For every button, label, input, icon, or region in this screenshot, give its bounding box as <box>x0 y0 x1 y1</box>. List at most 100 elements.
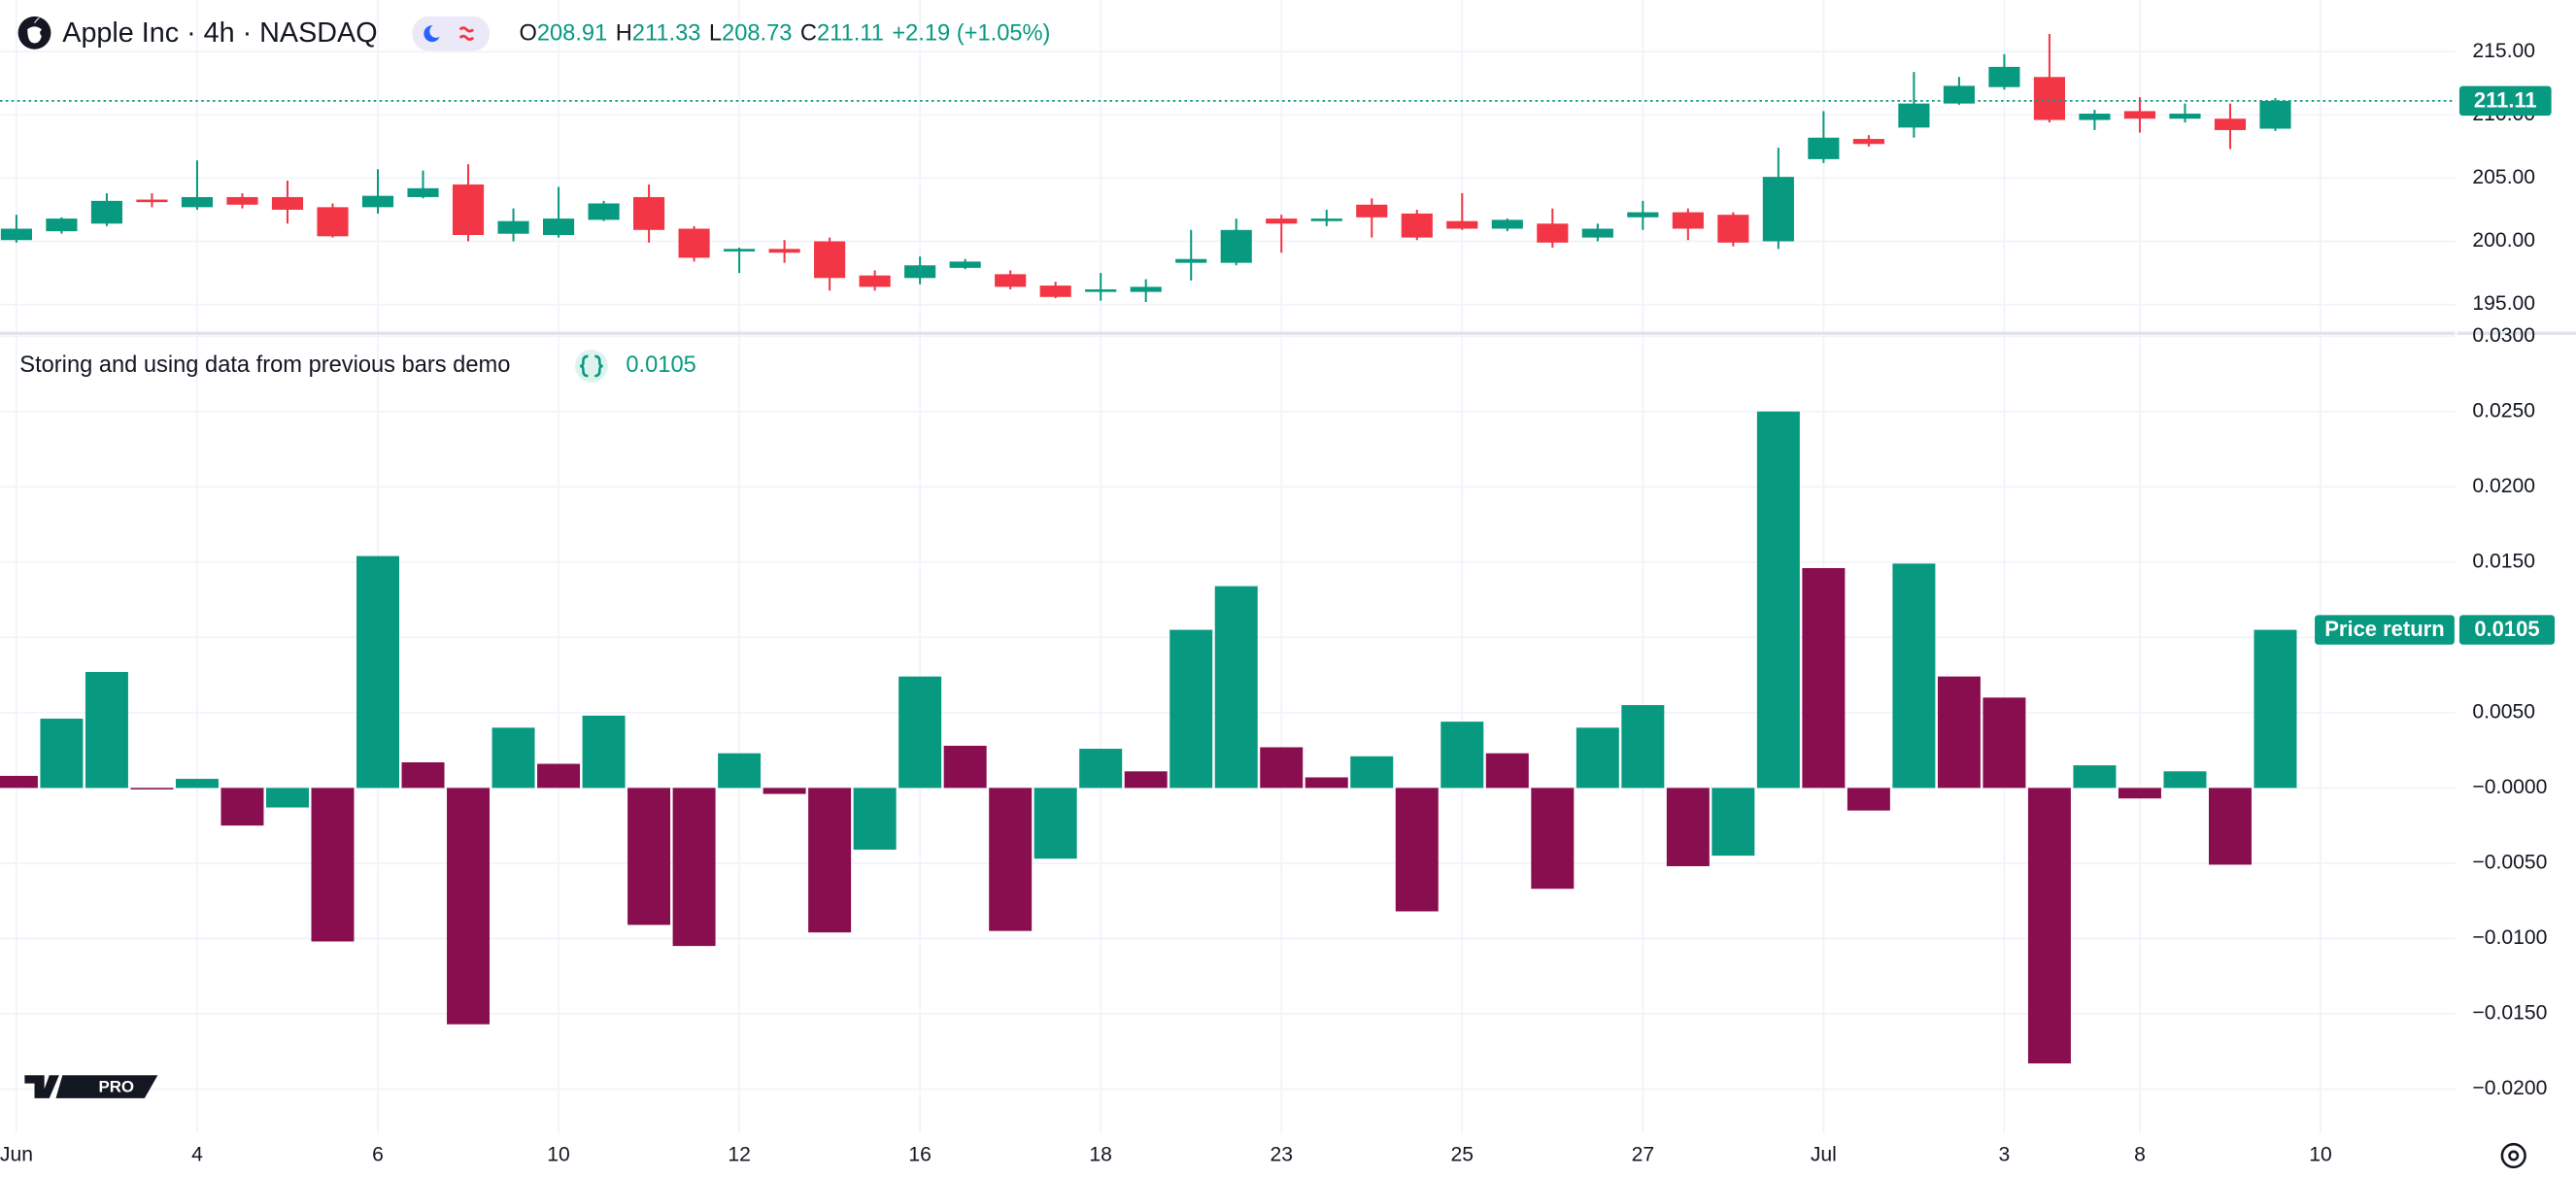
bar <box>1034 788 1077 859</box>
x-tick-label: 3 <box>1999 1144 2011 1166</box>
candle-body <box>1491 219 1523 229</box>
bar <box>853 788 897 850</box>
bar <box>130 788 174 790</box>
x-tick-label: 6 <box>372 1144 384 1166</box>
indicator-value: 0.0105 <box>626 353 695 378</box>
candle-body <box>1266 219 1298 224</box>
candle-body <box>633 196 665 230</box>
bar <box>2073 765 2117 789</box>
l-value: 208.73 <box>722 21 792 47</box>
candle-body <box>1808 137 1840 159</box>
bar <box>1576 727 1619 789</box>
candle-body <box>949 261 981 268</box>
bar <box>85 671 128 789</box>
candle-body <box>724 249 756 252</box>
candle-body <box>1537 223 1569 243</box>
x-tick-label: 4 <box>191 1144 203 1166</box>
y-tick-label: −0.0100 <box>2472 926 2547 949</box>
series-name-label: Price return <box>2324 617 2444 641</box>
candle-body <box>1672 212 1704 229</box>
candle-body <box>904 265 936 279</box>
candle-body <box>1898 103 1930 128</box>
y-tick-label: −0.0050 <box>2472 851 2547 873</box>
candle-body <box>1446 220 1478 229</box>
bar <box>1621 705 1665 789</box>
candle-body <box>1852 139 1884 145</box>
marks <box>0 34 2457 1064</box>
candle-body <box>0 228 32 241</box>
candle-body <box>1039 286 1071 297</box>
bar <box>1485 753 1529 789</box>
candle-body <box>1175 258 1207 263</box>
bar <box>1395 788 1439 912</box>
h-value: 211.33 <box>632 21 701 47</box>
bar <box>1847 788 1890 811</box>
bar <box>1441 722 1484 789</box>
candle-body <box>1717 215 1749 243</box>
y-tick-label: −0.0200 <box>2472 1077 2547 1099</box>
candle-body <box>1356 204 1388 218</box>
candle-body <box>1581 228 1613 238</box>
bar <box>537 763 581 789</box>
symbol-title: Apple Inc · 4h · NASDAQ <box>62 17 377 49</box>
bar <box>1350 756 1394 789</box>
x-tick-label: 12 <box>728 1144 751 1166</box>
candle-body <box>2033 77 2065 120</box>
bar <box>718 753 762 789</box>
settings-icon[interactable] <box>2500 1142 2526 1169</box>
settings-icon-core <box>2508 1150 2520 1161</box>
bar <box>40 719 84 789</box>
x-tick-label: 27 <box>1632 1144 1655 1166</box>
bar <box>1802 567 1846 789</box>
bar <box>1666 788 1710 866</box>
candle-body <box>814 241 846 279</box>
x-tick-label: 16 <box>908 1144 932 1166</box>
y-tick-label: 0.0300 <box>2472 324 2535 347</box>
candle-body <box>995 274 1027 287</box>
y-tick-label: −0.0000 <box>2472 776 2547 798</box>
bar <box>1756 411 1800 789</box>
candle-body <box>361 195 394 208</box>
candle-body <box>768 249 800 253</box>
bar <box>763 788 806 794</box>
l-label: L <box>709 21 722 47</box>
bar <box>1214 586 1258 789</box>
y-tick-label: 195.00 <box>2472 292 2535 315</box>
candle-body <box>1988 66 2020 87</box>
h-label: H <box>616 21 632 47</box>
bar <box>311 788 355 942</box>
x-tick-label: 10 <box>547 1144 570 1166</box>
bar <box>356 555 399 789</box>
indicator-title: Storing and using data from previous bar… <box>19 353 510 378</box>
candle-body <box>588 203 620 220</box>
wave-icon <box>458 26 475 41</box>
code-icon <box>579 354 603 378</box>
last-value-label: 0.0105 <box>2474 617 2539 641</box>
candle-body <box>1310 219 1342 221</box>
candle-body <box>2259 100 2291 129</box>
x-tick-label: Jul <box>1811 1144 1837 1166</box>
y-tick-label: 0.0150 <box>2472 550 2535 572</box>
bar <box>447 788 491 1025</box>
candle-body <box>2079 114 2111 120</box>
bar <box>265 788 309 808</box>
candle-body <box>1220 229 1252 263</box>
ohlc-legend: O208.91 H211.33 L208.73 C211.11 +2.19 (+1.05… <box>519 21 1050 47</box>
candle-body <box>452 184 485 236</box>
last-price-box <box>2458 85 2552 117</box>
candle-body <box>1401 213 1433 238</box>
candle-body <box>1943 85 1975 104</box>
logo-text: PRO <box>98 1077 134 1095</box>
mode-badge[interactable] <box>412 16 491 51</box>
bar <box>1305 777 1348 789</box>
candle-body <box>542 219 575 236</box>
last-price-label: 211.11 <box>2474 88 2537 113</box>
bar <box>808 788 852 933</box>
x-tick-label: Jun <box>0 1144 33 1166</box>
x-tick-label: 18 <box>1089 1144 1112 1166</box>
bar <box>989 788 1033 931</box>
candle-body <box>407 187 439 197</box>
candle-body <box>181 196 214 208</box>
